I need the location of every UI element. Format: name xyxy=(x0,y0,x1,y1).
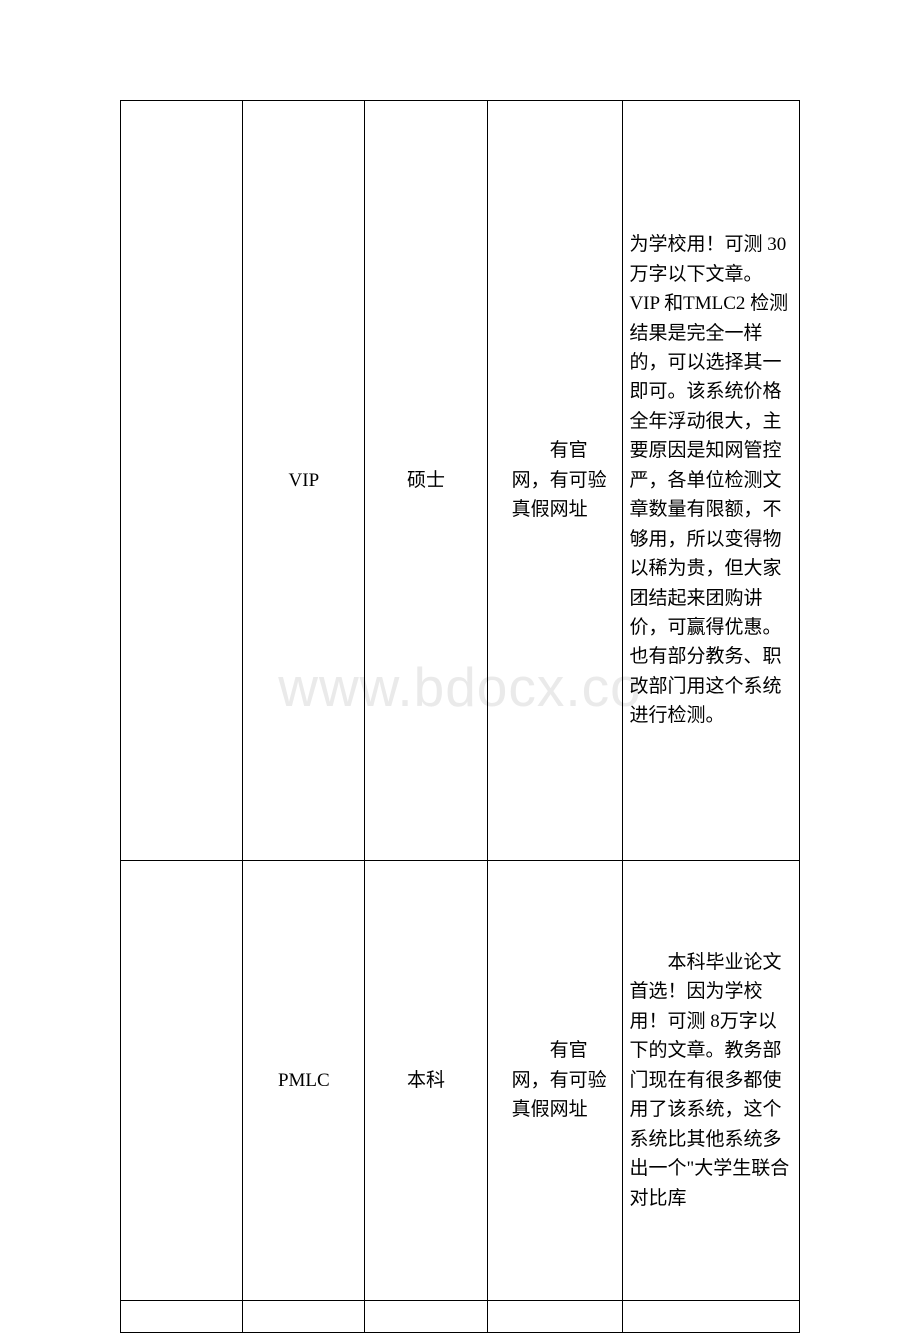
table-row: PMLC 本科 有官网，有可验真假网址 本科毕业论文首选！因为学校用！可测 8万… xyxy=(121,861,800,1301)
cell-description: 本科毕业论文首选！因为学校用！可测 8万字以下的文章。教务部门现在有很多都使用了… xyxy=(623,861,800,1301)
cell-col1 xyxy=(121,861,243,1301)
table-row xyxy=(121,1301,800,1333)
cell-official: 有官网，有可验真假网址 xyxy=(487,861,623,1301)
cell-degree: 本科 xyxy=(365,861,487,1301)
cell-official xyxy=(487,1301,623,1333)
systems-table: VIP 硕士 有官网，有可验真假网址 为学校用！可测 30 万字以下文章。VIP… xyxy=(120,100,800,1333)
table-row: VIP 硕士 有官网，有可验真假网址 为学校用！可测 30 万字以下文章。VIP… xyxy=(121,101,800,861)
cell-description xyxy=(623,1301,800,1333)
cell-col1 xyxy=(121,101,243,861)
cell-degree: 硕士 xyxy=(365,101,487,861)
cell-system-name xyxy=(243,1301,365,1333)
cell-system-name: PMLC xyxy=(243,861,365,1301)
cell-description: 为学校用！可测 30 万字以下文章。VIP 和TMLC2 检测结果是完全一样的，… xyxy=(623,101,800,861)
cell-system-name: VIP xyxy=(243,101,365,861)
cell-official: 有官网，有可验真假网址 xyxy=(487,101,623,861)
cell-col1 xyxy=(121,1301,243,1333)
cell-degree xyxy=(365,1301,487,1333)
